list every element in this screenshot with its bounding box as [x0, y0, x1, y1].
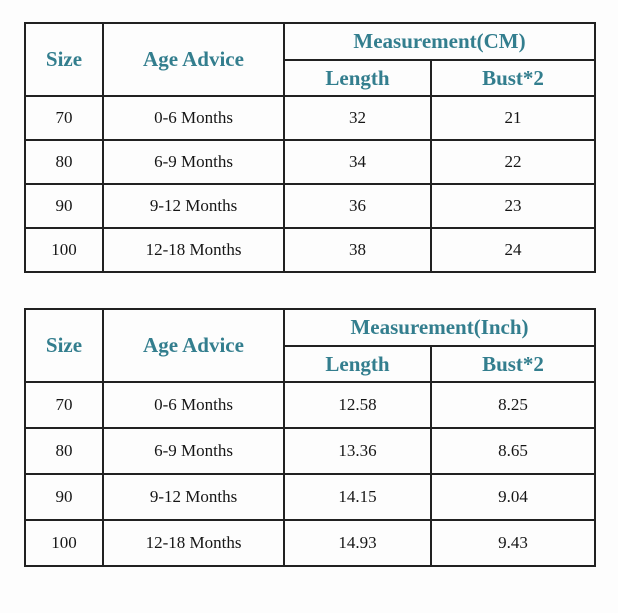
cm-cell-length: 34 — [283, 139, 432, 185]
cm-col-header-bust: Bust*2 — [430, 59, 596, 97]
cm-cell-length: 36 — [283, 183, 432, 229]
cm-cell-bust: 22 — [430, 139, 596, 185]
inch-cell-bust: 9.43 — [430, 519, 596, 567]
inch-cell-size: 70 — [24, 381, 104, 429]
cm-table-row-90: 90 9-12 Months 36 23 — [24, 183, 596, 229]
cm-cell-length: 38 — [283, 227, 432, 273]
inch-cell-bust: 9.04 — [430, 473, 596, 521]
inch-cell-size: 100 — [24, 519, 104, 567]
cm-cell-age: 9-12 Months — [102, 183, 285, 229]
cm-cell-size: 70 — [24, 95, 104, 141]
cm-cell-bust: 21 — [430, 95, 596, 141]
inch-cell-age: 12-18 Months — [102, 519, 285, 567]
inch-col-header-bust: Bust*2 — [430, 345, 596, 383]
cm-cell-bust: 24 — [430, 227, 596, 273]
inch-cell-age: 9-12 Months — [102, 473, 285, 521]
cm-cell-size: 80 — [24, 139, 104, 185]
inch-cell-age: 0-6 Months — [102, 381, 285, 429]
cm-table-row-100: 100 12-18 Months 38 24 — [24, 227, 596, 273]
inch-header-row-sub: Length Bust*2 — [25, 345, 596, 383]
inch-header-row-group: Size Age Advice Measurement(Inch) — [24, 308, 596, 383]
inch-table-row-90: 90 9-12 Months 14.15 9.04 — [24, 473, 596, 521]
inch-cell-length: 12.58 — [283, 381, 432, 429]
cm-col-header-size: Size — [24, 22, 104, 97]
inch-cell-length: 13.36 — [283, 427, 432, 475]
inch-cell-bust: 8.65 — [430, 427, 596, 475]
cm-cell-age: 12-18 Months — [102, 227, 285, 273]
inch-col-header-length: Length — [283, 345, 432, 383]
size-chart-cm-table: Size Age Advice Measurement(CM) Length B… — [24, 22, 596, 273]
inch-cell-size: 80 — [24, 427, 104, 475]
cm-col-header-age-advice: Age Advice — [102, 22, 285, 97]
inch-cell-bust: 8.25 — [430, 381, 596, 429]
inch-table-row-70: 70 0-6 Months 12.58 8.25 — [24, 381, 596, 429]
cm-cell-bust: 23 — [430, 183, 596, 229]
inch-cell-age: 6-9 Months — [102, 427, 285, 475]
inch-table-row-100: 100 12-18 Months 14.93 9.43 — [24, 519, 596, 567]
inch-cell-size: 90 — [24, 473, 104, 521]
inch-cell-length: 14.15 — [283, 473, 432, 521]
cm-cell-age: 0-6 Months — [102, 95, 285, 141]
cm-header-row-sub: Length Bust*2 — [25, 59, 596, 97]
inch-table-row-80: 80 6-9 Months 13.36 8.65 — [24, 427, 596, 475]
cm-col-header-length: Length — [283, 59, 432, 97]
inch-col-header-age-advice: Age Advice — [102, 308, 285, 383]
cm-header-row-group: Size Age Advice Measurement(CM) — [24, 22, 596, 97]
cm-cell-size: 90 — [24, 183, 104, 229]
cm-cell-size: 100 — [24, 227, 104, 273]
cm-cell-age: 6-9 Months — [102, 139, 285, 185]
cm-table-row-80: 80 6-9 Months 34 22 — [24, 139, 596, 185]
inch-col-header-measurement: Measurement(Inch) — [283, 308, 596, 347]
cm-cell-length: 32 — [283, 95, 432, 141]
cm-table-row-70: 70 0-6 Months 32 21 — [24, 95, 596, 141]
inch-col-header-size: Size — [24, 308, 104, 383]
inch-cell-length: 14.93 — [283, 519, 432, 567]
size-chart-inch-table: Size Age Advice Measurement(Inch) Length… — [24, 308, 596, 567]
cm-col-header-measurement: Measurement(CM) — [283, 22, 596, 61]
size-chart-page: Size Age Advice Measurement(CM) Length B… — [0, 22, 618, 613]
